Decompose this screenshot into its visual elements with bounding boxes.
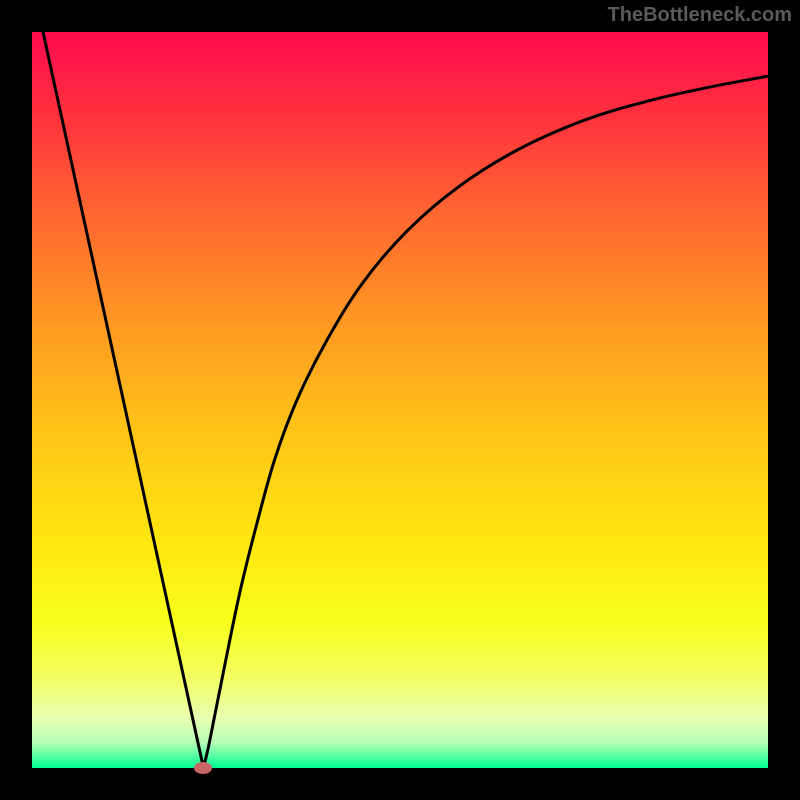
gradient-background (32, 32, 768, 768)
chart-container: TheBottleneck.com (0, 0, 800, 800)
vertex-marker (194, 762, 212, 774)
plot-area (32, 32, 768, 768)
watermark-text: TheBottleneck.com (608, 4, 792, 27)
